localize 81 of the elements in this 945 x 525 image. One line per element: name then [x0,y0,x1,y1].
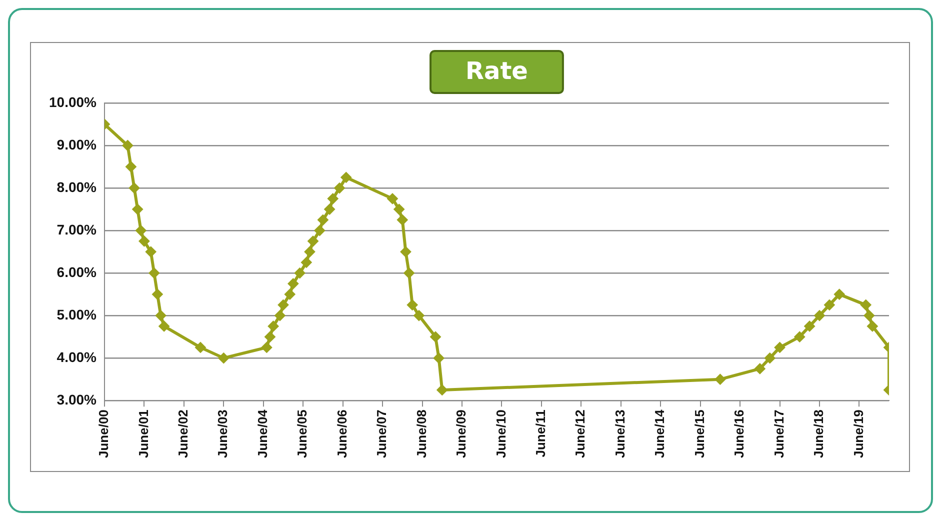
point [433,352,444,364]
x-tick-label: June/01 [136,410,151,458]
point [334,182,346,194]
point [158,320,170,332]
point [400,246,412,258]
x-tick-label: June/12 [572,410,588,458]
point [404,268,415,279]
y-tick-label: 3.00% [56,391,98,408]
x-tick-label: June/03 [215,410,230,458]
point [304,246,316,258]
x-tick-label: June/14 [652,408,668,458]
x-tick-label: June/09 [454,410,469,458]
x-tick-label: June/02 [176,410,191,458]
point [774,342,786,353]
x-tick-label: June/00 [96,410,112,458]
point [317,214,328,226]
point [764,352,776,364]
x-tick-label: June/06 [334,410,350,458]
point [300,256,312,268]
point [866,320,878,332]
point [261,342,272,353]
x-tick-label: June/13 [612,410,628,458]
point [340,172,352,183]
x-tick-label: June/18 [811,410,826,458]
x-tick-label: June/15 [692,410,707,458]
point [436,384,448,396]
point [308,236,319,247]
point [324,204,336,215]
x-tick-label: June/04 [254,408,270,458]
point [148,268,160,279]
point [122,140,134,152]
point [278,299,289,310]
y-tick-label: 10.00% [49,94,98,110]
point [135,225,146,236]
point [413,310,424,322]
y-tick-label: 6.00% [56,264,98,280]
point [218,352,230,364]
point [394,204,405,215]
point [814,310,825,322]
point [125,161,136,172]
point [155,310,166,322]
x-tick-label: June/17 [771,410,786,458]
x-tick-label: June/19 [850,410,866,458]
point [804,320,816,332]
point [860,299,872,310]
point [132,204,144,215]
point [864,310,875,322]
point [754,363,766,374]
y-tick-label: 5.00% [56,306,98,322]
point [714,374,726,385]
point [294,268,306,279]
point [327,193,338,204]
y-tick-label: 9.00% [56,136,98,152]
point [386,193,398,204]
point [138,236,150,247]
point [834,288,845,300]
y-tick-label: 7.00% [56,221,98,238]
y-tick-label: 8.00% [56,178,98,195]
point [264,331,276,342]
x-tick-label: June/16 [732,410,747,458]
point [406,299,418,310]
point [396,214,408,226]
x-tick-label: June/07 [374,410,390,458]
point [152,288,163,300]
point [824,299,835,310]
x-tick-label: June/08 [414,410,429,458]
x-tick-label: June/10 [493,410,508,458]
point [194,342,206,353]
point [794,331,806,342]
x-tick-label: June/05 [294,410,310,458]
point [274,310,286,322]
chart-title: Rate [466,57,528,86]
x-tick-label: June/11 [533,410,548,458]
point [128,182,140,194]
y-tick-label: 4.00% [56,348,98,365]
point [314,225,326,236]
point [288,278,299,290]
point [430,331,442,342]
point [284,288,296,300]
point [145,246,156,258]
point [268,320,279,332]
